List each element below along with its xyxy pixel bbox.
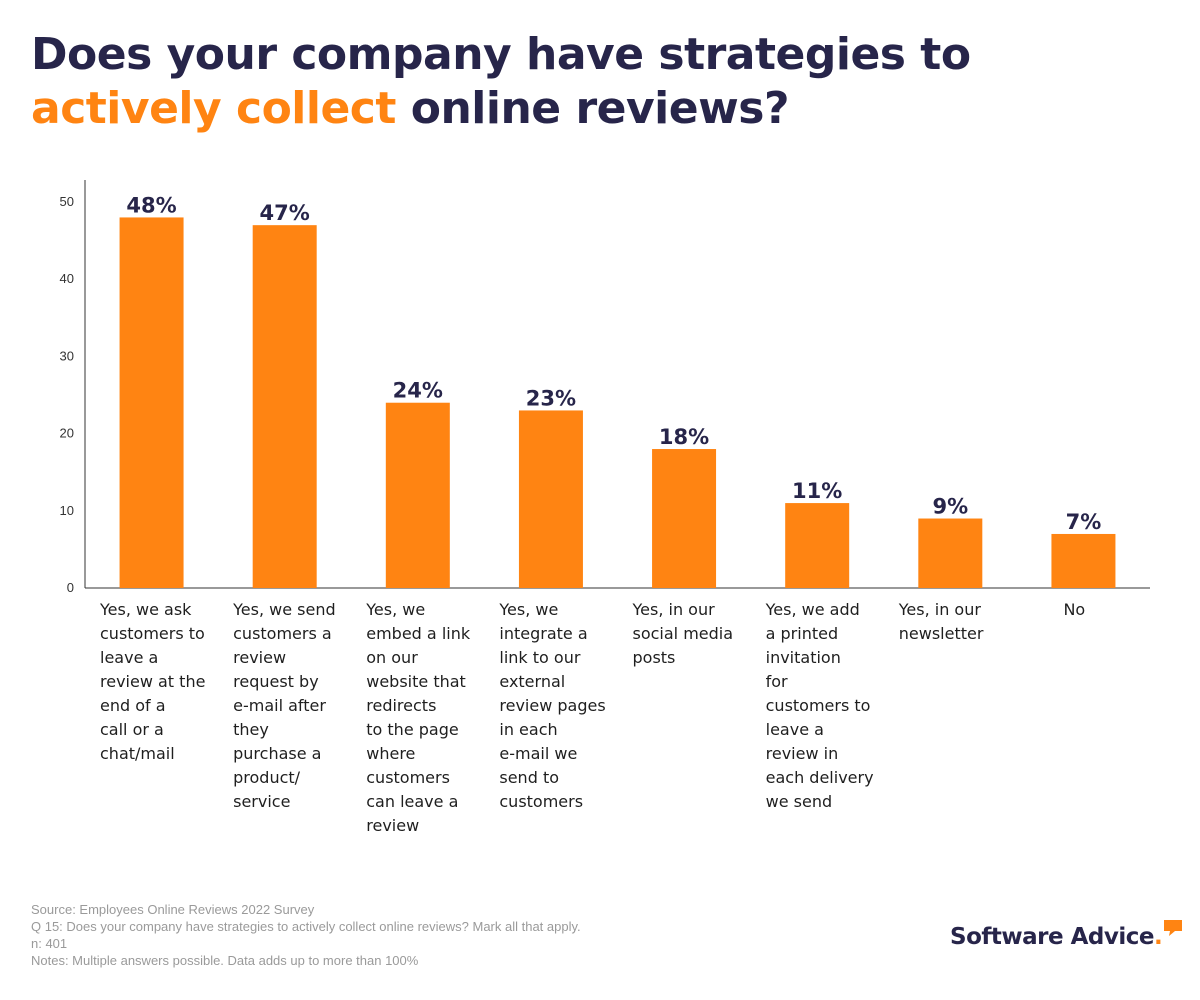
x-category-label-line: Yes, we bbox=[499, 600, 559, 619]
x-category-label-line: leave a bbox=[765, 720, 824, 739]
x-category-label-line: to the page bbox=[366, 720, 459, 739]
x-category-label-line: a printed bbox=[765, 624, 839, 643]
x-category-label-line: Yes, we send bbox=[233, 600, 336, 619]
x-category-label-line: customers bbox=[499, 792, 584, 811]
bar bbox=[385, 402, 450, 588]
bars bbox=[119, 217, 1116, 588]
speech-bubble-icon bbox=[1163, 919, 1183, 941]
x-category-label-line: review bbox=[366, 816, 420, 835]
x-category-label-line: product/ bbox=[233, 768, 301, 787]
bar bbox=[785, 503, 850, 588]
x-category-label-line: each delivery bbox=[765, 768, 874, 787]
x-category-label-line: Yes, we ask bbox=[100, 600, 192, 619]
x-category-label-line: Yes, in our bbox=[632, 600, 715, 619]
y-axis: 0 10 20 30 40 50 bbox=[60, 180, 1150, 595]
x-category-label-line: purchase a bbox=[233, 744, 322, 763]
x-category-label-line: for bbox=[765, 672, 788, 691]
x-category-label-line: invitation bbox=[765, 648, 841, 667]
x-category-label: Yes, we add a printed invitation for custome… bbox=[766, 598, 882, 814]
x-category-label-line: posts bbox=[632, 648, 676, 667]
x-category-label-line: e-mail we bbox=[499, 744, 578, 763]
y-tick-label: 40 bbox=[60, 271, 74, 286]
bar-value-label: 7% bbox=[1066, 510, 1102, 534]
x-category-label-line: customers to bbox=[765, 696, 871, 715]
x-category-label-line: review bbox=[233, 648, 287, 667]
bar-value-label: 23% bbox=[526, 386, 576, 410]
y-tick-label: 0 bbox=[67, 580, 74, 595]
x-category-label: Yes, we embed a link on our website that red… bbox=[366, 598, 482, 838]
x-category-label-line: external bbox=[499, 672, 566, 691]
x-category-label-line: send to bbox=[499, 768, 559, 787]
x-category-label-line: request by bbox=[233, 672, 319, 691]
value-labels: 48% 47% 24% 23% 18% 11% 9% 7% bbox=[126, 193, 1101, 534]
x-category-label: Yes, we ask customers to leave a review at … bbox=[100, 598, 216, 766]
x-category-label-line: customers to bbox=[100, 624, 205, 643]
x-category-label-line: can leave a bbox=[366, 792, 459, 811]
x-category-label-line: end of a bbox=[100, 696, 166, 715]
x-category-label-line: No bbox=[1063, 600, 1086, 619]
bar bbox=[518, 410, 583, 588]
x-category-label-line: in each bbox=[499, 720, 558, 739]
title-part-2: online reviews? bbox=[395, 83, 790, 134]
chart-title: Does your company have strategies to act… bbox=[31, 28, 1171, 136]
x-category-label-line: e-mail after bbox=[233, 696, 326, 715]
bar bbox=[652, 449, 717, 588]
bar bbox=[252, 225, 317, 588]
bar-value-label: 24% bbox=[393, 379, 443, 403]
x-category-label: No bbox=[1063, 598, 1179, 622]
footnote-source: Source: Employees Online Reviews 2022 Su… bbox=[31, 902, 315, 917]
y-tick-label: 10 bbox=[60, 503, 74, 518]
x-category-label: Yes, in our social media posts bbox=[633, 598, 749, 670]
x-category-label-line: they bbox=[233, 720, 269, 739]
bar bbox=[1051, 533, 1116, 588]
x-category-label-line: Yes, in our bbox=[898, 600, 981, 619]
x-category-label-line: service bbox=[233, 792, 291, 811]
x-category-label-line: on our bbox=[366, 648, 418, 667]
y-tick-label: 30 bbox=[60, 348, 74, 363]
brand-logo: Software Advice. bbox=[950, 920, 1183, 954]
x-category-label-line: review in bbox=[765, 744, 839, 763]
brand-dot: . bbox=[1153, 924, 1163, 950]
bar-value-label: 9% bbox=[932, 495, 968, 519]
x-category-label-line: embed a link bbox=[366, 624, 471, 643]
x-category-label-line: call or a bbox=[100, 720, 164, 739]
x-category-label-line: social media bbox=[632, 624, 734, 643]
x-category-label-line: we send bbox=[765, 792, 833, 811]
bar-value-label: 11% bbox=[792, 479, 842, 503]
x-category-label-line: review pages bbox=[499, 696, 606, 715]
bar-value-label: 18% bbox=[659, 425, 709, 449]
x-category-label-line: customers a bbox=[233, 624, 332, 643]
x-category-label-line: customers bbox=[366, 768, 450, 787]
y-tick-label: 50 bbox=[60, 194, 74, 209]
x-category-label: Yes, in our newsletter bbox=[899, 598, 1015, 646]
y-tick-label: 20 bbox=[60, 426, 74, 441]
footnotes: Source: Employees Online Reviews 2022 Su… bbox=[31, 901, 581, 969]
footnote-notes: Notes: Multiple answers possible. Data a… bbox=[31, 953, 419, 968]
footnote-question: Q 15: Does your company have strategies … bbox=[31, 919, 581, 934]
x-category-label-line: Yes, we bbox=[366, 600, 426, 619]
footnote-sample-size: n: 401 bbox=[31, 936, 68, 951]
bar bbox=[918, 518, 983, 588]
x-category-label-line: where bbox=[366, 744, 416, 763]
x-category-label-line: redirects bbox=[366, 696, 437, 715]
x-category-label-line: review at the bbox=[100, 672, 206, 691]
x-category-label-line: integrate a bbox=[499, 624, 588, 643]
x-category-label-line: leave a bbox=[100, 648, 159, 667]
x-category-label-line: website that bbox=[366, 672, 466, 691]
x-category-label-line: newsletter bbox=[898, 624, 984, 643]
brand-name: Software Advice bbox=[950, 924, 1154, 950]
bar bbox=[119, 217, 184, 588]
x-category-label: Yes, we integrate a link to our external rev… bbox=[499, 598, 615, 814]
bar-value-label: 48% bbox=[126, 193, 176, 217]
title-accent: actively collect bbox=[31, 83, 396, 134]
x-category-label: Yes, we send customers a review request by e… bbox=[233, 598, 349, 814]
x-category-label-line: Yes, we add bbox=[765, 600, 860, 619]
x-category-label-line: chat/mail bbox=[100, 744, 175, 763]
x-category-label-line: link to our bbox=[499, 648, 581, 667]
bar-chart: 0 10 20 30 40 50 48% 47% 24% 23% 18% 11% 9% 7% bbox=[60, 180, 1150, 595]
title-part-1: Does your company have strategies to bbox=[31, 29, 971, 80]
bar-value-label: 47% bbox=[260, 201, 310, 225]
